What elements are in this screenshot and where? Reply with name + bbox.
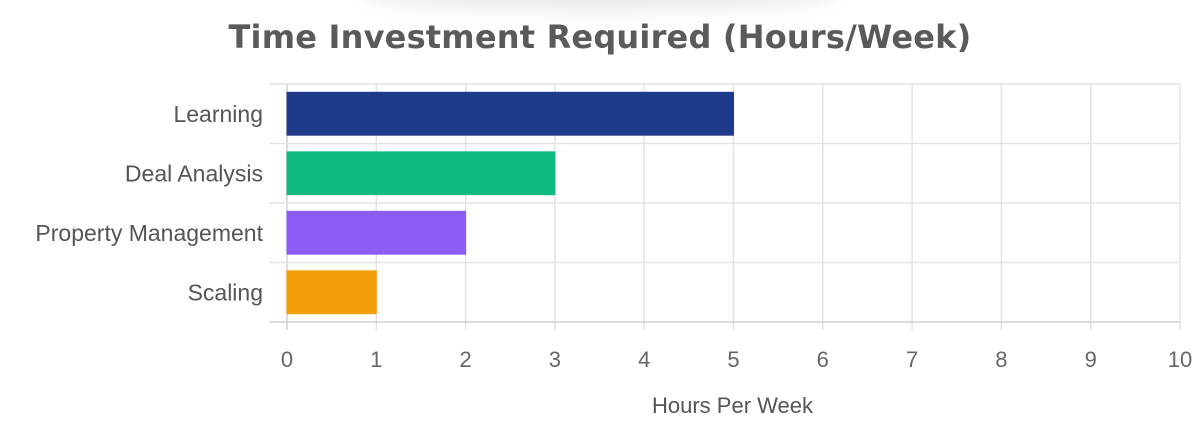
- bar-learning: [286, 91, 734, 136]
- category-label: Scaling: [188, 279, 263, 305]
- x-tick-label: 8: [995, 347, 1007, 372]
- x-tick-label: 1: [370, 347, 382, 372]
- category-label: Learning: [173, 101, 263, 127]
- x-tick-label: 9: [1085, 347, 1097, 372]
- bar-scaling: [286, 270, 377, 315]
- x-tick-label: 2: [459, 347, 471, 372]
- x-axis-title: Hours Per Week: [652, 393, 814, 418]
- category-label: Deal Analysis: [125, 160, 263, 186]
- x-tick-label: 7: [906, 347, 918, 372]
- top-shadow-decoration: [360, 0, 840, 8]
- x-tick-labels: 0 1 2 3 4 5 6 7 8 9 10: [281, 347, 1192, 372]
- x-tick-label: 3: [549, 347, 561, 372]
- category-labels: Learning Deal Analysis Property Management…: [35, 101, 263, 306]
- x-tick-label: 5: [727, 347, 739, 372]
- bar-deal-analysis: [286, 151, 556, 196]
- x-tick-label: 0: [281, 347, 293, 372]
- x-tick-label: 10: [1168, 347, 1192, 372]
- chart-title: Time Investment Required (Hours/Week): [228, 18, 972, 56]
- bars: [286, 91, 734, 315]
- category-label: Property Management: [35, 220, 263, 246]
- bar-property-management: [286, 210, 467, 255]
- x-tick-label: 4: [638, 347, 650, 372]
- x-tick-label: 6: [817, 347, 829, 372]
